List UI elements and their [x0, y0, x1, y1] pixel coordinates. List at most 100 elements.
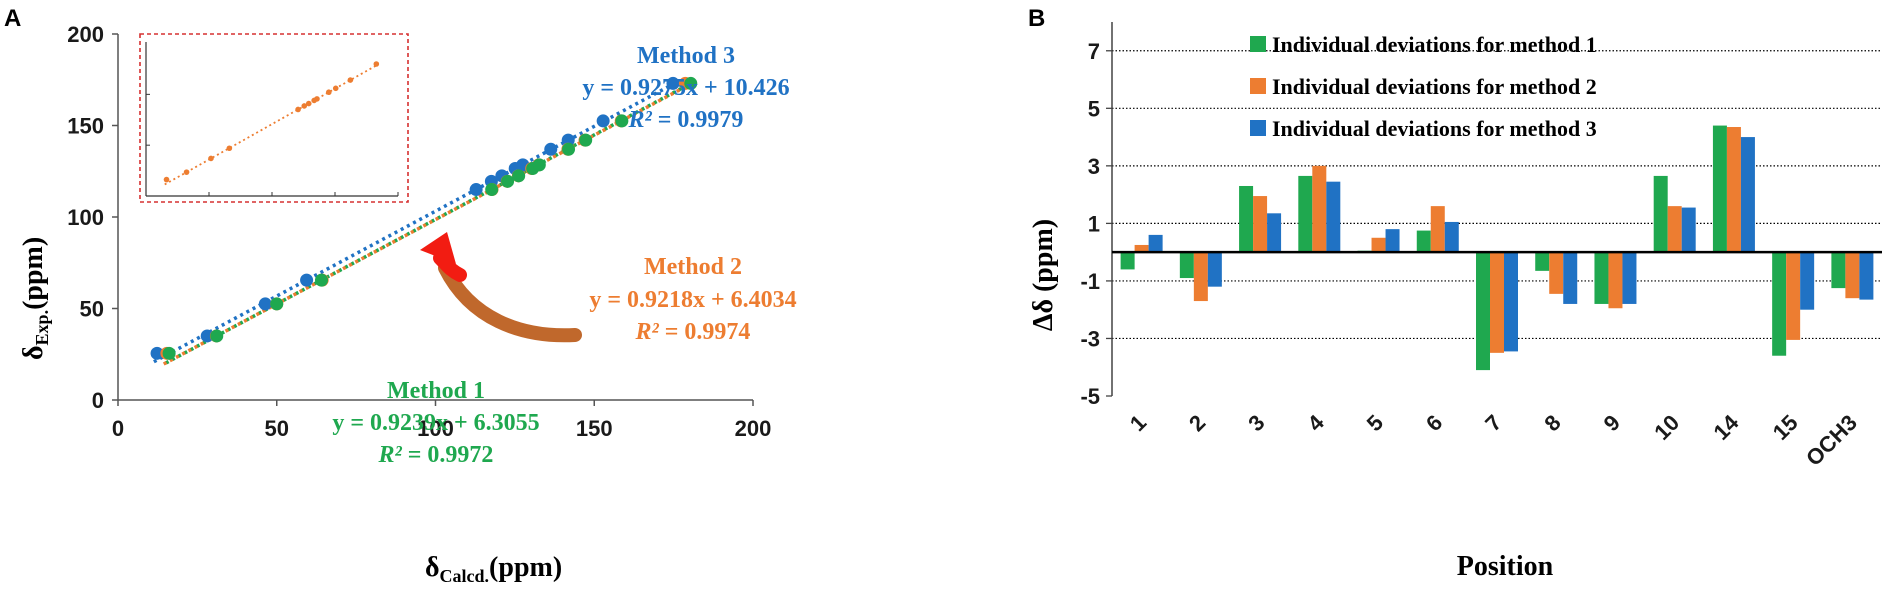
y-tick-label: 50 [80, 297, 104, 322]
y-tick-label: 150 [67, 114, 104, 139]
x-tick-label: 0 [112, 416, 124, 441]
bar-method-2-pos-OCH3 [1845, 252, 1860, 299]
method2-r2-value: = 0.9974 [659, 319, 751, 345]
category-label: OCH3 [1801, 410, 1862, 471]
method1-label: Method 1 [387, 378, 485, 404]
bar-method-3-pos-5 [1385, 229, 1400, 253]
panel-label-b: B [1028, 5, 1045, 32]
method1-r2-label: R² [378, 442, 403, 468]
bar-method-1-pos-14 [1712, 125, 1727, 253]
y-label-sub: Exp. [32, 310, 52, 346]
bar-method-2-pos-3 [1253, 196, 1268, 253]
position-axis-label: Position [1457, 551, 1554, 582]
y-tick-label: 3 [1088, 154, 1100, 179]
category-label: 4 [1303, 409, 1330, 436]
category-label: 8 [1539, 410, 1565, 436]
method3-r2: R² = 0.9979 [628, 107, 744, 133]
bar-method-2-pos-1 [1134, 244, 1149, 253]
bar-method-1-pos-6 [1416, 230, 1431, 253]
bar-method-1-pos-3 [1239, 185, 1254, 253]
bar-method-1-pos-15 [1772, 252, 1787, 356]
inset-point [305, 100, 312, 107]
point-method-3 [596, 114, 610, 128]
bar-method-1-pos-8 [1535, 252, 1550, 271]
curved-arrow-tail [438, 261, 582, 343]
y-tick-label: 0 [92, 388, 104, 413]
x-axis-label: δCalcd.(ppm) [425, 552, 562, 586]
trend-line-3 [153, 80, 677, 364]
inset-point [347, 77, 354, 83]
bar-method-2-pos-15 [1786, 252, 1801, 340]
bar-method-1-pos-9 [1594, 252, 1609, 304]
bar-method-3-pos-8 [1563, 252, 1578, 304]
y-axis-label: δExp.(ppm) [18, 237, 52, 360]
category-label: 6 [1421, 410, 1447, 436]
method1-r2-value: = 0.9972 [402, 442, 494, 468]
x-label-delta: δ [425, 552, 440, 583]
method3-r2-value: = 0.9979 [652, 107, 744, 133]
point-method-3 [544, 142, 558, 156]
inset-point [301, 103, 308, 109]
bar-method-3-pos-3 [1267, 213, 1282, 253]
point-method-3 [561, 133, 575, 147]
inset-trend-line [164, 63, 379, 186]
bar-method-3-pos-4 [1326, 181, 1341, 253]
category-label: 1 [1125, 410, 1151, 436]
bar-method-3-pos-15 [1800, 252, 1815, 310]
bar-method-2-pos-4 [1312, 165, 1327, 253]
category-label: 15 [1768, 410, 1803, 445]
method2-equation: y = 0.9218x + 6.4034 [589, 287, 796, 313]
inset-point [332, 85, 339, 92]
category-label: 14 [1708, 409, 1744, 445]
bar-method-2-pos-8 [1549, 252, 1564, 294]
delta-axis-label: Δδ (ppm) [1028, 219, 1059, 331]
trend-line-2 [162, 83, 690, 366]
category-label: 7 [1480, 410, 1506, 436]
y-tick-label: 100 [67, 205, 104, 230]
scatter-axes: 0 50 100 150 200 0 50 100 150 200 [67, 22, 771, 441]
x-tick-label: 100 [417, 416, 454, 441]
bar-legend: Individual deviations for method 1 Indivi… [1250, 32, 1597, 141]
category-label: 10 [1649, 410, 1684, 445]
bar-method-1-pos-2 [1179, 252, 1194, 279]
method3-label: Method 3 [637, 43, 735, 69]
method2-r2: R² = 0.9974 [635, 319, 751, 345]
category-label: 2 [1184, 410, 1210, 436]
y-tick-label: -1 [1080, 269, 1100, 294]
point-method-3 [258, 297, 272, 311]
bar-method-2-pos-10 [1667, 206, 1682, 253]
legend-label-3: Individual deviations for method 3 [1272, 116, 1597, 141]
y-label-delta: δ [18, 345, 49, 360]
inset-point [183, 169, 190, 175]
x-tick-label: 200 [735, 416, 772, 441]
method3-r2-label: R² [628, 107, 653, 133]
legend-swatch-2 [1250, 78, 1266, 94]
point-method-3 [200, 329, 214, 343]
y-tick-label: 7 [1088, 39, 1100, 64]
bar-method-3-pos-9 [1622, 252, 1637, 304]
y-tick-label: -3 [1080, 326, 1100, 351]
legend-label-1: Individual deviations for method 1 [1272, 32, 1597, 57]
bar-method-1-pos-7 [1476, 252, 1490, 371]
point-method-1 [501, 174, 515, 188]
inset-point [295, 106, 301, 113]
bar-method-2-pos-9 [1608, 252, 1623, 309]
y-tick-label: -5 [1080, 384, 1100, 409]
bar-method-1-pos-1 [1120, 252, 1135, 270]
scatter-points [150, 76, 698, 360]
point-method-1 [562, 142, 576, 156]
point-method-1 [162, 346, 176, 360]
bar-method-2-pos-2 [1193, 252, 1208, 302]
inset-point [373, 61, 380, 67]
y-label-unit: (ppm) [18, 237, 49, 310]
trend-line-1 [165, 80, 695, 365]
bar-method-2-pos-5 [1371, 237, 1386, 253]
curved-arrow-mid [433, 251, 467, 282]
point-method-1 [579, 133, 593, 147]
trend-lines [153, 80, 695, 366]
bar-method-2-pos-6 [1430, 206, 1445, 253]
method1-r2: R² = 0.9972 [378, 442, 494, 468]
y-tick-label: 200 [67, 22, 104, 47]
